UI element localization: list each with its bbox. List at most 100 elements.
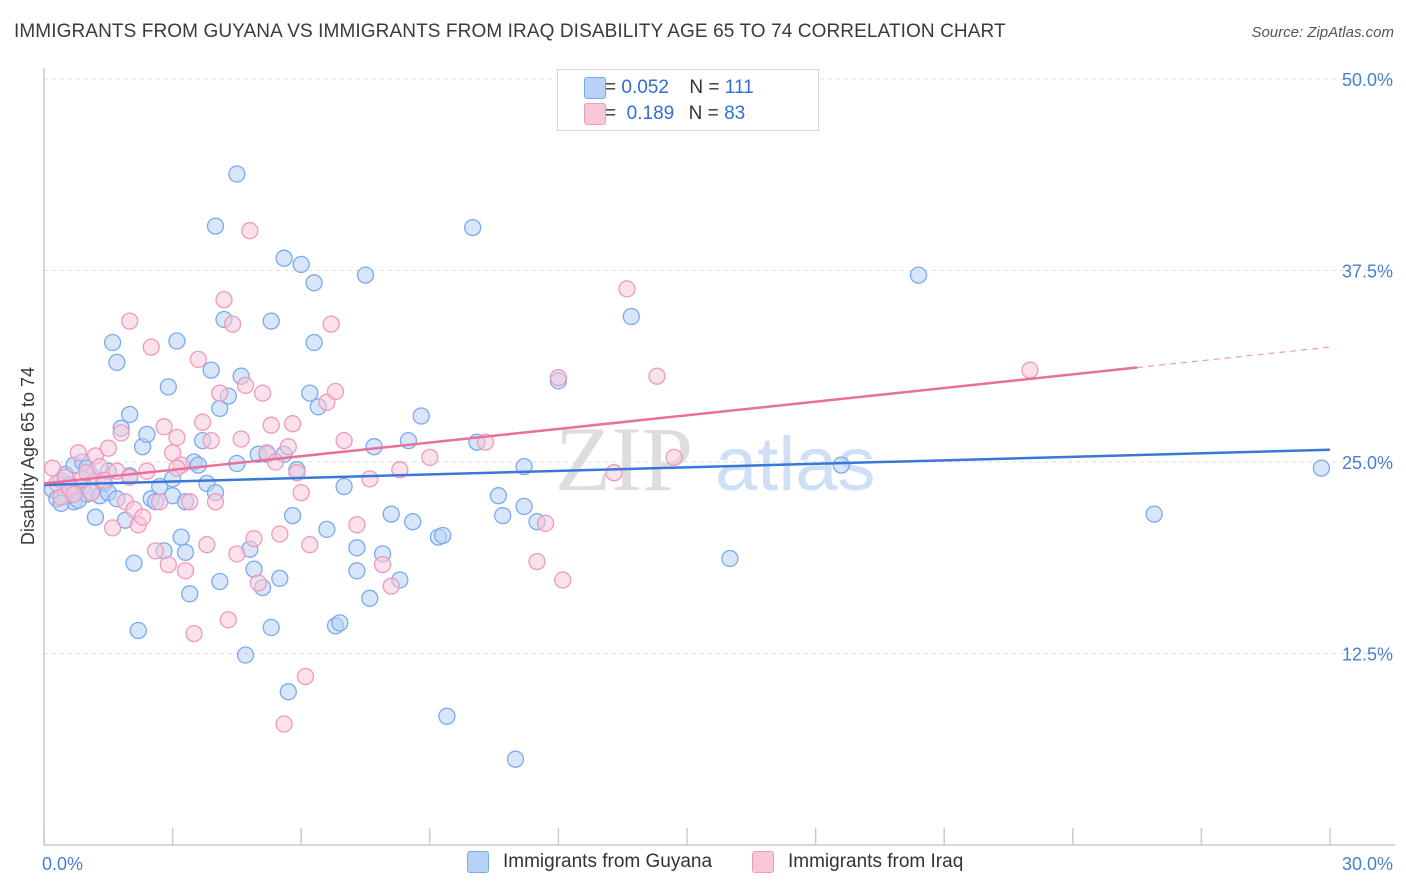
- iraq-point: [292, 483, 310, 502]
- legend-row-guyana: R = 0.052 N = 111: [584, 76, 754, 100]
- chart-source: Source: ZipAtlas.com: [1251, 24, 1394, 41]
- guyana-point: [283, 506, 302, 525]
- legend-r-value: 0.189: [626, 103, 675, 124]
- iraq-point: [536, 514, 555, 532]
- bottom-legend-label-guyana: Immigrants from Guyana: [503, 851, 713, 872]
- iraq-point: [528, 552, 546, 571]
- guyana-point: [103, 333, 122, 352]
- guyana-point: [318, 520, 336, 539]
- y-axis-label: Disability Age 65 to 74: [18, 367, 38, 545]
- iraq-point: [215, 290, 233, 309]
- guyana-point: [305, 333, 323, 352]
- guyana-point: [348, 539, 366, 557]
- axis-layer: 12.5% 25.0% 37.5% 50.0% 0.0% 30.0%: [42, 68, 1395, 874]
- iraq-point: [1021, 361, 1039, 379]
- guyana-point: [138, 425, 156, 444]
- guyana-point: [168, 332, 186, 350]
- iraq-point: [181, 493, 199, 511]
- bottom-legend-guyana: Immigrants from Guyana: [467, 851, 712, 873]
- guyana-point: [356, 266, 375, 284]
- guyana-point: [515, 497, 533, 516]
- iraq-point: [99, 439, 117, 457]
- iraq-point: [296, 667, 315, 686]
- x-tick-label: 0.0%: [42, 854, 83, 874]
- guyana-point: [404, 513, 422, 531]
- iraq-point: [228, 545, 246, 563]
- guyana-point: [108, 353, 126, 372]
- iraq-point: [391, 461, 409, 479]
- guyana-trend-line: [43, 448, 1331, 487]
- iraq-point: [262, 416, 280, 434]
- guyana-point: [331, 614, 349, 632]
- y-tick-label: 25.0%: [1342, 453, 1393, 473]
- legend: R = 0.052 N = 111 R = 0.189 N = 83: [557, 69, 819, 131]
- guyana-point: [228, 165, 246, 183]
- guyana-point: [121, 405, 139, 424]
- iraq-point: [223, 315, 242, 333]
- guyana-point: [412, 407, 430, 425]
- legend-n-label: N =: [688, 103, 719, 124]
- iraq-point: [236, 376, 255, 395]
- iraq-point: [133, 508, 152, 526]
- guyana-point: [271, 569, 289, 588]
- guyana-point: [172, 528, 190, 546]
- legend-n-value: 83: [724, 103, 746, 124]
- iraq-point: [185, 624, 203, 643]
- iraq-point: [373, 555, 392, 574]
- guyana-point: [279, 683, 297, 701]
- guyana-point: [181, 585, 199, 603]
- guyana-point: [506, 750, 525, 768]
- guyana-point: [275, 249, 293, 267]
- iraq-point: [241, 222, 259, 240]
- iraq-point: [549, 369, 568, 387]
- legend-r-value: 0.052: [621, 77, 669, 98]
- iraq-point: [322, 315, 340, 333]
- bottom-legend-swatch-guyana: [467, 851, 489, 873]
- iraq-point: [176, 562, 195, 580]
- iraq-point: [421, 448, 439, 467]
- legend-swatch-guyana: [584, 77, 606, 99]
- iraq-point: [82, 483, 100, 502]
- guyana-point: [189, 456, 207, 474]
- bottom-legend-label-iraq: Immigrants from Iraq: [788, 851, 964, 872]
- iraq-point: [202, 431, 220, 450]
- guyana-point: [1145, 505, 1163, 523]
- iraq-point: [142, 338, 160, 356]
- guyana-point: [262, 618, 280, 637]
- iraq-point: [283, 415, 302, 433]
- iraq-point: [206, 493, 225, 511]
- guyana-point: [305, 274, 323, 292]
- guyana-point: [202, 361, 220, 379]
- iraq-point: [554, 571, 572, 589]
- iraq-point: [665, 448, 683, 467]
- guyana-point: [176, 543, 195, 562]
- iraq-point: [266, 453, 285, 471]
- iraq-point: [193, 413, 212, 431]
- y-tick-label: 50.0%: [1342, 70, 1393, 90]
- guyana-point: [86, 508, 105, 526]
- iraq-point: [326, 382, 345, 401]
- iraq-point: [648, 367, 666, 385]
- iraq-point: [112, 424, 130, 442]
- iraq-point: [151, 493, 169, 511]
- guyana-point: [159, 378, 177, 396]
- legend-swatch-iraq: [584, 103, 606, 125]
- guyana-point: [262, 312, 280, 330]
- x-tick-label: 30.0%: [1342, 854, 1393, 874]
- iraq-point: [219, 611, 237, 629]
- iraq-point: [271, 525, 289, 543]
- iraq-point: [361, 470, 379, 488]
- iraq-point: [211, 384, 229, 402]
- iraq-point: [249, 574, 267, 592]
- iraq-point: [103, 519, 122, 537]
- iraq-point: [198, 536, 216, 554]
- legend-n-value: 111: [724, 77, 754, 98]
- guyana-point: [832, 456, 850, 474]
- guyana-point: [494, 506, 512, 525]
- iraq-point: [189, 350, 207, 369]
- iraq-point: [335, 431, 353, 450]
- guyana-point: [622, 307, 640, 326]
- guyana-point: [464, 218, 482, 237]
- iraq-point: [382, 577, 400, 595]
- iraq-point: [146, 542, 165, 560]
